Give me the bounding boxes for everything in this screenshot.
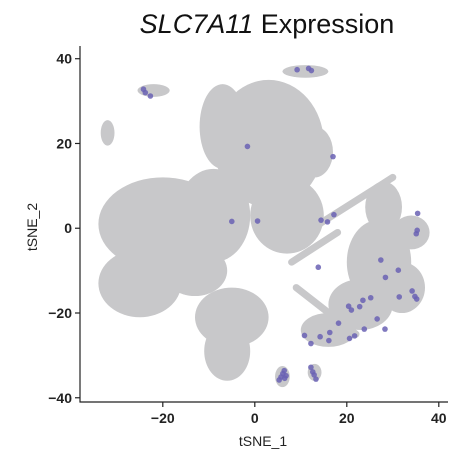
background-cell-streak xyxy=(288,228,342,266)
expressing-cell-point xyxy=(367,294,374,301)
background-cell-cluster xyxy=(250,177,324,254)
y-tick-label: 20 xyxy=(56,135,72,151)
background-cell-cluster xyxy=(365,181,402,233)
expressing-cell-point xyxy=(142,89,149,96)
expressing-cell-point xyxy=(360,297,366,304)
background-cell-cluster xyxy=(392,215,430,250)
expressing-cell-point xyxy=(413,230,420,237)
expressing-cell-point xyxy=(351,333,358,339)
expressing-cell-point xyxy=(382,326,388,332)
x-axis-title: tSNE_1 xyxy=(239,433,287,449)
y-tick-label: −40 xyxy=(48,390,72,406)
background-cells-layer xyxy=(98,65,430,388)
expressing-cell-point xyxy=(281,375,288,382)
background-cell-cluster xyxy=(162,245,228,297)
background-cell-cluster xyxy=(176,168,251,263)
background-cell-streak xyxy=(292,284,360,338)
expressing-cell-point xyxy=(244,143,251,150)
background-cell-cluster xyxy=(98,249,182,318)
y-tick-label: 0 xyxy=(64,220,72,236)
x-tick-label: 40 xyxy=(431,410,447,426)
chart-title-gene: SLC7A11 xyxy=(140,9,254,39)
y-tick-label: 40 xyxy=(56,51,72,67)
background-cell-cluster xyxy=(199,84,246,169)
expressing-cell-point xyxy=(331,211,337,218)
expressing-cell-point xyxy=(346,335,353,342)
expressing-cell-point xyxy=(330,153,336,160)
expressing-cell-point xyxy=(313,376,319,382)
expressing-cell-point xyxy=(318,217,324,223)
expressing-cell-point xyxy=(374,316,380,322)
expressing-cell-point xyxy=(308,67,315,74)
expressing-cell-point xyxy=(308,340,314,347)
expressing-cell-point xyxy=(311,372,317,378)
expressing-cell-point xyxy=(361,326,368,332)
y-tick-label: −20 xyxy=(48,305,72,321)
expressing-cell-point xyxy=(324,219,331,225)
x-tick-label: 20 xyxy=(339,410,355,426)
expressing-cell-point xyxy=(308,364,314,371)
expressing-cell-point xyxy=(301,332,308,339)
expressing-cell-point xyxy=(395,267,402,273)
expressing-cell-point xyxy=(409,288,415,294)
expressing-cell-point xyxy=(229,218,235,225)
expressing-cell-point xyxy=(326,329,333,336)
expressing-cell-point xyxy=(317,333,323,340)
background-cell-cluster xyxy=(204,321,251,381)
x-tick-label: −20 xyxy=(151,410,175,426)
background-cell-cluster xyxy=(282,65,329,78)
background-cell-cluster xyxy=(296,126,333,178)
expressing-cell-point xyxy=(382,274,389,281)
expressing-cell-point xyxy=(356,303,363,310)
y-axis-title: tSNE_2 xyxy=(24,203,40,251)
expressing-cell-point xyxy=(396,294,403,300)
chart-title: SLC7A11 Expression xyxy=(140,9,395,39)
background-cell-cluster xyxy=(100,120,115,146)
expressing-cell-point xyxy=(254,218,261,224)
expressing-cell-point xyxy=(413,296,420,302)
x-tick-label: 0 xyxy=(251,410,259,426)
expressing-cell-point xyxy=(276,377,282,383)
axes: −20 0 20 40 −40 −20 0 20 40 xyxy=(48,46,448,426)
chart-title-suffix: Expression xyxy=(253,9,394,39)
expressing-cell-point xyxy=(414,210,421,217)
expressing-cell-point xyxy=(335,320,342,326)
expressing-cell-point xyxy=(315,264,322,271)
expressing-cell-point xyxy=(348,307,355,313)
expressing-cell-point xyxy=(294,66,300,73)
background-cell-streak xyxy=(315,173,397,228)
expressing-cells-layer xyxy=(140,65,421,383)
expressing-cell-point xyxy=(147,93,154,99)
expressing-cell-point xyxy=(378,257,384,263)
expressing-cell-point xyxy=(326,337,332,344)
